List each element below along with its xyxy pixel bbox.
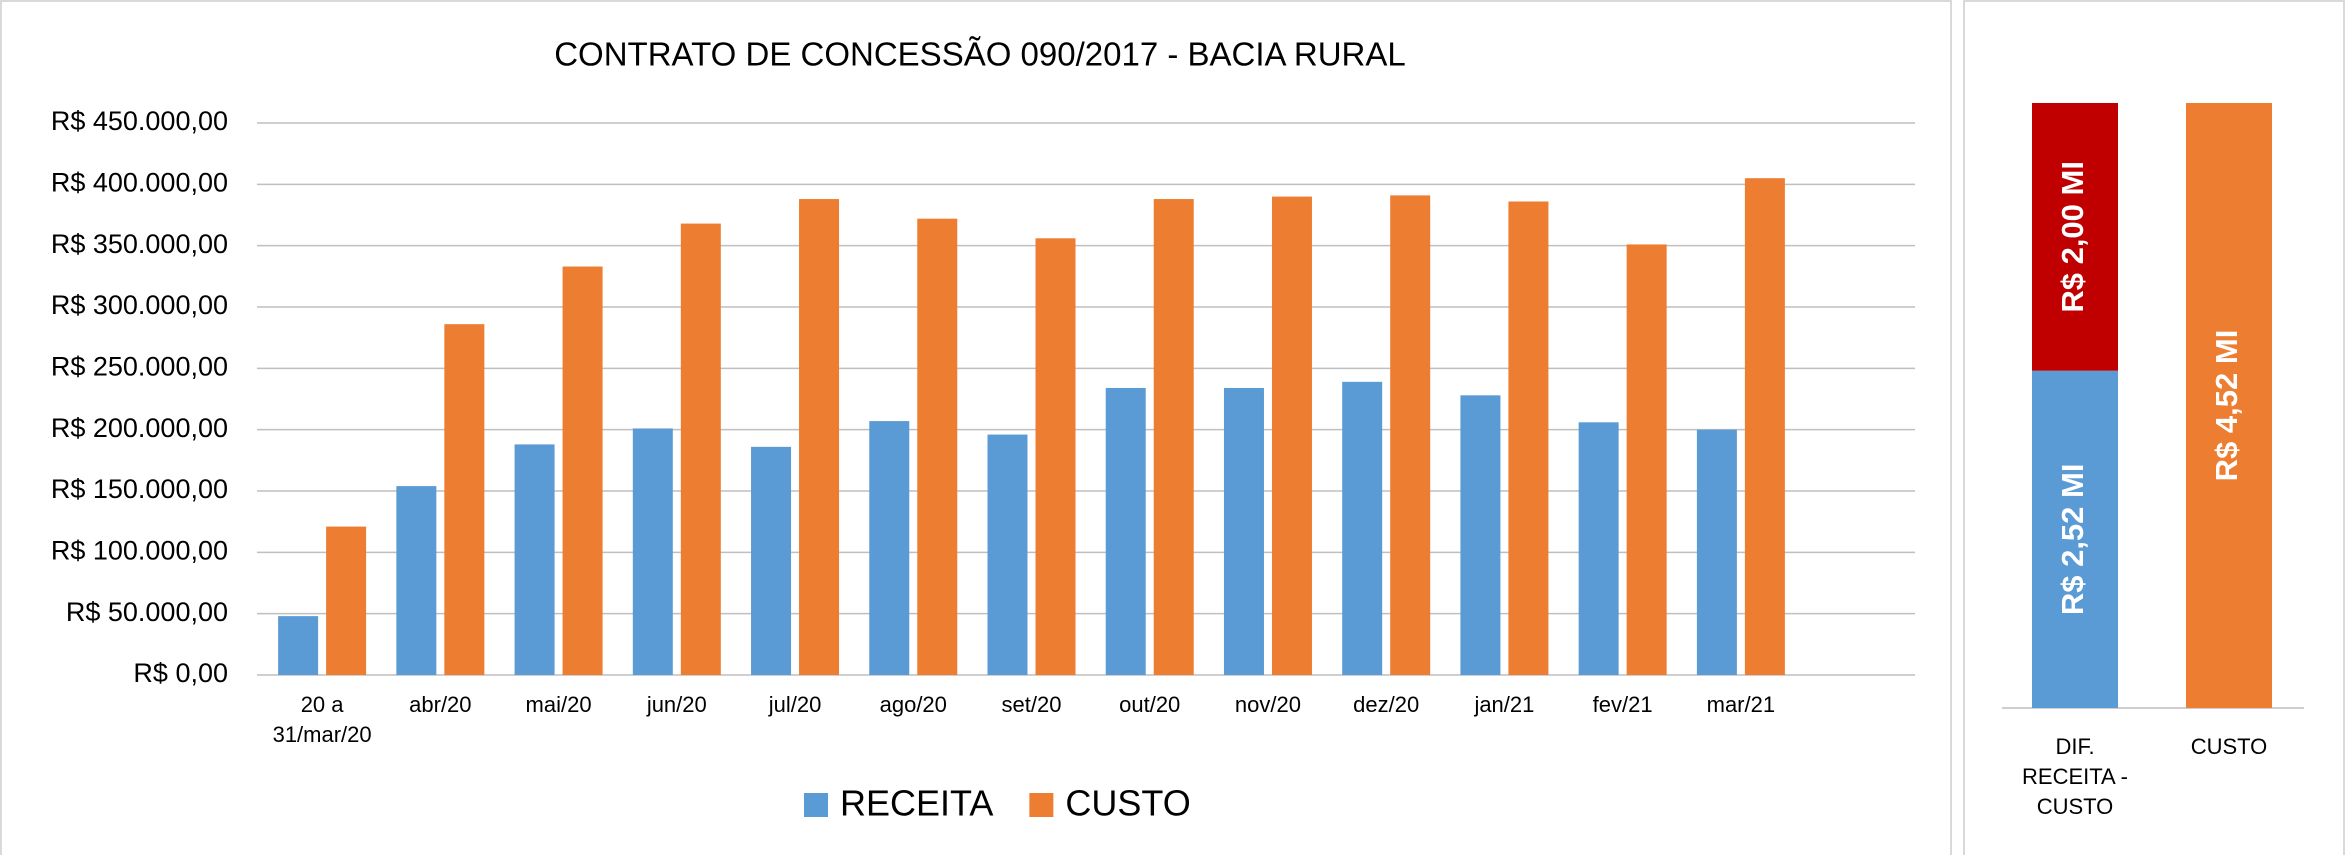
y-tick-label: R$ 350.000,00 bbox=[51, 229, 228, 259]
x-tick-label: nov/20 bbox=[1234, 692, 1301, 717]
bar-segment bbox=[2032, 103, 2118, 371]
bar bbox=[1342, 381, 1383, 675]
bar bbox=[1153, 199, 1194, 675]
bar bbox=[1105, 387, 1146, 675]
y-tick-label: R$ 400.000,00 bbox=[51, 167, 228, 197]
x-tick-label: set/20 bbox=[1001, 692, 1062, 717]
y-tick-label: R$ 50.000,00 bbox=[66, 597, 228, 627]
x-tick-label: fev/21 bbox=[1592, 692, 1653, 717]
legend-swatch bbox=[1029, 793, 1054, 817]
legend-label: RECEITA bbox=[840, 783, 993, 824]
bar bbox=[799, 199, 840, 675]
value-label: R$ 4,52 MI bbox=[2209, 330, 2244, 482]
bar bbox=[1696, 429, 1737, 675]
x-tick-label: 20 a 31/mar/20 bbox=[272, 692, 372, 747]
bar bbox=[1578, 422, 1619, 675]
bar bbox=[1035, 238, 1076, 675]
value-label: R$ 2,00 MI bbox=[2055, 161, 2090, 313]
bar bbox=[751, 446, 792, 675]
bar bbox=[514, 444, 555, 675]
bar bbox=[680, 223, 721, 675]
y-tick-label: R$ 100.000,00 bbox=[51, 535, 228, 565]
y-tick-label: R$ 250.000,00 bbox=[51, 351, 228, 381]
x-tick-label: jun/20 bbox=[646, 692, 707, 717]
bar bbox=[444, 324, 485, 675]
bar bbox=[987, 434, 1028, 675]
y-tick-label: R$ 300.000,00 bbox=[51, 290, 228, 320]
bar bbox=[632, 428, 673, 675]
bar bbox=[1271, 196, 1312, 675]
x-tick-label: abr/20 bbox=[409, 692, 472, 717]
y-tick-label: R$ 200.000,00 bbox=[51, 413, 228, 443]
x-tick-label: mar/21 bbox=[1706, 692, 1776, 717]
x-tick-label: mai/20 bbox=[525, 692, 592, 717]
panel bbox=[0, 0, 1952, 855]
bar bbox=[278, 616, 319, 675]
bar bbox=[869, 421, 910, 675]
legend-label: CUSTO bbox=[1065, 783, 1190, 824]
bar bbox=[562, 266, 603, 675]
bar bbox=[1223, 387, 1264, 675]
bar bbox=[1626, 244, 1667, 675]
bar-segment bbox=[2032, 370, 2118, 708]
x-tick-label: jul/20 bbox=[768, 692, 822, 717]
bar bbox=[1744, 178, 1785, 675]
bar bbox=[1390, 195, 1431, 675]
x-tick-label: CUSTO bbox=[2190, 734, 2268, 759]
bar bbox=[1460, 395, 1501, 675]
x-tick-label: DIF. RECEITA - CUSTO bbox=[2022, 734, 2128, 819]
bar bbox=[326, 526, 367, 675]
x-tick-label: ago/20 bbox=[879, 692, 947, 717]
x-tick-label: out/20 bbox=[1119, 692, 1181, 717]
bar bbox=[1508, 201, 1549, 676]
x-tick-label: dez/20 bbox=[1353, 692, 1420, 717]
value-label: R$ 2,52 MI bbox=[2055, 464, 2090, 616]
y-tick-label: R$ 0,00 bbox=[133, 658, 228, 688]
bar bbox=[917, 218, 958, 675]
chart-title: CONTRATO DE CONCESSÃO 090/2017 - BACIA R… bbox=[554, 36, 1406, 73]
panel bbox=[1963, 0, 2345, 855]
x-tick-label: jan/21 bbox=[1474, 692, 1535, 717]
y-tick-label: R$ 450.000,00 bbox=[51, 106, 228, 136]
legend-swatch bbox=[804, 793, 828, 817]
y-tick-label: R$ 150.000,00 bbox=[51, 474, 228, 504]
bar-segment bbox=[2186, 103, 2272, 708]
bar bbox=[396, 486, 437, 675]
